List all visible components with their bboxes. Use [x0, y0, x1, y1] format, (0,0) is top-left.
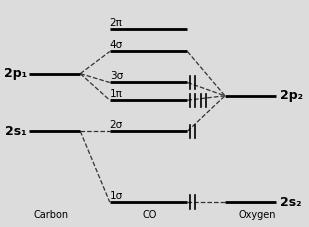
Text: Oxygen: Oxygen	[238, 210, 276, 220]
Text: CO: CO	[143, 210, 157, 220]
Text: Carbon: Carbon	[33, 210, 68, 220]
Text: 2p₂: 2p₂	[280, 89, 303, 102]
Text: 1σ: 1σ	[110, 191, 123, 201]
Text: 4σ: 4σ	[110, 40, 123, 50]
Text: 2p₁: 2p₁	[4, 67, 27, 80]
Text: 2s₁: 2s₁	[5, 125, 27, 138]
Text: 3σ: 3σ	[110, 71, 123, 81]
Text: 2π: 2π	[110, 18, 123, 28]
Text: 2s₂: 2s₂	[280, 196, 301, 209]
Text: 2σ: 2σ	[110, 120, 123, 130]
Text: 1π: 1π	[110, 89, 123, 99]
